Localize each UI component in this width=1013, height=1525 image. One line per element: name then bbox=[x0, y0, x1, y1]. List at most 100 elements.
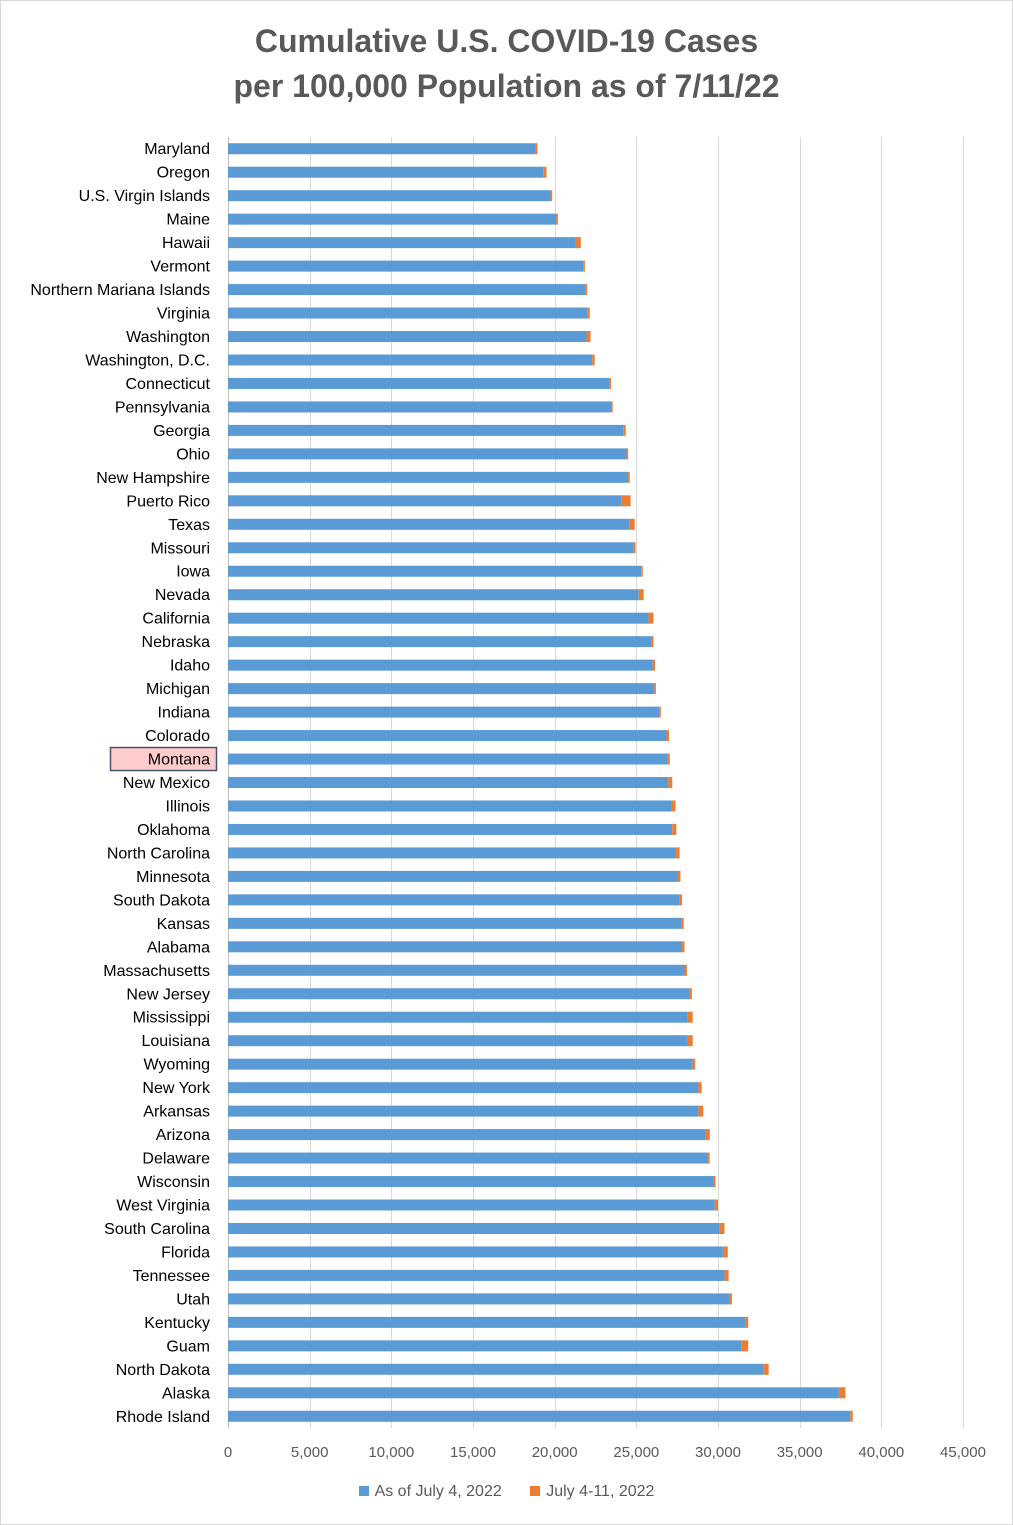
category-label: Washington, D.C. bbox=[85, 352, 210, 369]
bar-increment bbox=[575, 237, 581, 249]
bar-base bbox=[228, 424, 624, 436]
bar-base bbox=[228, 448, 627, 460]
x-tick-label: 40,000 bbox=[858, 1444, 904, 1461]
bar-base bbox=[228, 495, 622, 507]
category-label: Mississippi bbox=[133, 1010, 210, 1027]
bar-increment bbox=[651, 636, 654, 648]
bar-increment bbox=[629, 518, 635, 530]
x-tick-label: 25,000 bbox=[613, 1444, 659, 1461]
category-label: Indiana bbox=[158, 705, 211, 722]
bar-increment bbox=[838, 1387, 846, 1399]
bar-increment bbox=[648, 612, 654, 624]
bar-base bbox=[228, 166, 544, 178]
bar-increment bbox=[689, 988, 692, 1000]
bar-increment bbox=[719, 1222, 725, 1234]
category-label: Florida bbox=[161, 1244, 210, 1261]
bar-base bbox=[228, 377, 610, 389]
bar-base bbox=[228, 964, 685, 976]
bar-base bbox=[228, 1199, 715, 1211]
category-label: Ohio bbox=[176, 446, 210, 463]
bar-base bbox=[228, 542, 634, 554]
bar-increment bbox=[628, 471, 630, 483]
category-label: New Mexico bbox=[123, 775, 210, 792]
category-label: Alaska bbox=[162, 1385, 210, 1402]
category-label: Pennsylvania bbox=[115, 399, 210, 416]
bar-increment bbox=[713, 1176, 716, 1188]
bar-increment bbox=[677, 870, 681, 882]
category-label: West Virginia bbox=[116, 1198, 210, 1215]
bar-increment bbox=[586, 331, 591, 343]
bar-increment bbox=[621, 495, 631, 507]
bar-base bbox=[228, 730, 667, 742]
bar-base bbox=[228, 471, 629, 483]
bar-base bbox=[228, 401, 612, 413]
category-label: Puerto Rico bbox=[126, 493, 210, 510]
category-label: Iowa bbox=[176, 564, 210, 581]
category-label: Tennessee bbox=[133, 1268, 210, 1285]
bar-base bbox=[228, 800, 672, 812]
bar-base bbox=[228, 1246, 723, 1258]
category-label: Virginia bbox=[157, 306, 210, 323]
bar-base bbox=[228, 823, 673, 835]
bar-base bbox=[228, 941, 683, 953]
bar-base bbox=[228, 331, 587, 343]
bar-increment bbox=[543, 166, 547, 178]
highlight-box bbox=[109, 746, 218, 772]
bar-increment bbox=[611, 401, 613, 413]
bar-increment bbox=[682, 941, 685, 953]
category-label: Georgia bbox=[153, 423, 210, 440]
category-label: Missouri bbox=[150, 540, 210, 557]
bar-base bbox=[228, 870, 678, 882]
bar-increment bbox=[556, 213, 558, 225]
bar-increment bbox=[698, 1082, 702, 1094]
bar-increment bbox=[633, 542, 636, 554]
category-label: California bbox=[142, 611, 210, 628]
bar-base bbox=[228, 589, 639, 601]
bar-base bbox=[228, 190, 551, 202]
chart-title-line-2: per 100,000 Population as of 7/11/22 bbox=[233, 68, 780, 104]
bar-increment bbox=[698, 1105, 704, 1117]
category-label: Utah bbox=[176, 1291, 210, 1308]
category-label: Hawaii bbox=[162, 235, 210, 252]
bar-increment bbox=[638, 589, 644, 601]
bar-increment bbox=[679, 894, 683, 906]
bar-base bbox=[228, 753, 668, 765]
bar-base bbox=[228, 1058, 693, 1070]
bar-increment bbox=[745, 1316, 749, 1328]
category-label: Guam bbox=[166, 1338, 210, 1355]
bar-increment bbox=[623, 424, 626, 436]
bar-base bbox=[228, 284, 586, 296]
category-label: New York bbox=[142, 1080, 211, 1097]
category-label: Washington bbox=[126, 329, 210, 346]
x-tick-label: 30,000 bbox=[695, 1444, 741, 1461]
legend: As of July 4, 2022 July 4-11, 2022 bbox=[0, 1483, 1013, 1501]
bar-base bbox=[228, 143, 536, 155]
category-label: Minnesota bbox=[136, 869, 210, 886]
bar-increment bbox=[626, 448, 629, 460]
bar-increment bbox=[550, 190, 553, 202]
category-label: Maine bbox=[166, 212, 210, 229]
bar-increment bbox=[684, 964, 687, 976]
bar-base bbox=[228, 1082, 699, 1094]
category-label: Nevada bbox=[155, 587, 210, 604]
bar-base bbox=[228, 777, 669, 788]
bar-increment bbox=[686, 1035, 693, 1047]
bar-base bbox=[228, 213, 557, 225]
bar-base bbox=[228, 683, 655, 695]
bar-increment bbox=[585, 284, 588, 296]
bar-base bbox=[228, 659, 653, 671]
legend-item-increment: July 4-11, 2022 bbox=[530, 1483, 654, 1501]
bar-base bbox=[228, 1340, 742, 1352]
category-label: South Carolina bbox=[104, 1221, 210, 1238]
bar-base bbox=[228, 1035, 687, 1047]
bar-base bbox=[228, 1176, 714, 1188]
category-label: North Dakota bbox=[116, 1362, 210, 1379]
bar-increment bbox=[609, 377, 612, 389]
bar-base bbox=[228, 1269, 725, 1281]
bar-increment bbox=[705, 1129, 710, 1141]
category-label: Wyoming bbox=[143, 1057, 210, 1074]
bar-increment bbox=[592, 354, 595, 366]
bar-base bbox=[228, 1363, 764, 1375]
bar-increment bbox=[850, 1410, 853, 1422]
category-label: U.S. Virgin Islands bbox=[79, 188, 210, 205]
